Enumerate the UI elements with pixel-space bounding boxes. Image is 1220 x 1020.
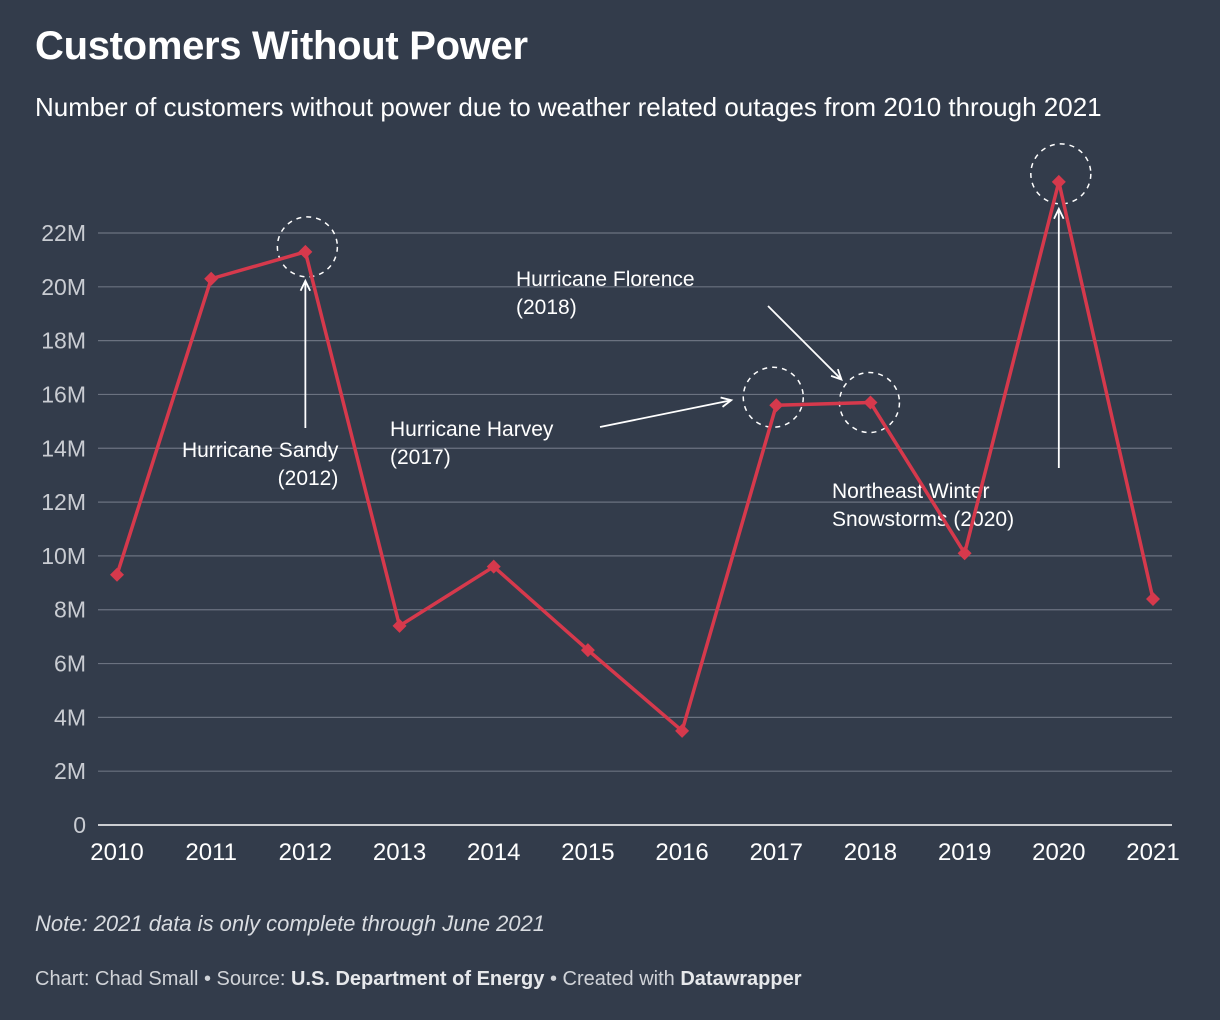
x-tick-label: 2015: [561, 839, 614, 866]
arrow-head: [830, 368, 843, 381]
x-axis-ticks: 2010 2011 2012 2013 2014 2015 2016 2017 2018 2019…: [90, 839, 1179, 866]
data-point-2017: [769, 398, 784, 413]
y-tick-label: 22M: [41, 220, 86, 246]
data-point-2012: [298, 244, 313, 259]
x-tick-label: 2021: [1126, 839, 1179, 866]
y-tick-label: 8M: [54, 597, 86, 623]
x-tick-label: 2018: [844, 839, 897, 866]
annotation-line: Hurricane Florence: [516, 268, 695, 291]
y-tick-label: 12M: [41, 489, 86, 515]
chart-subtitle: Number of customers without power due to…: [35, 92, 1102, 122]
chart-footer: Chart: Chad Small • Source: U.S. Departm…: [35, 968, 802, 991]
x-tick-label: 2013: [373, 839, 426, 866]
y-tick-label: 4M: [54, 704, 86, 730]
annotation-line: Hurricane Harvey: [390, 418, 554, 441]
annotation-label-sandy: Hurricane Sandy (2012): [182, 439, 339, 490]
x-tick-label: 2011: [185, 839, 237, 866]
footer-tool-link[interactable]: Datawrapper: [680, 968, 802, 990]
annotation-arrow-florence: [767, 305, 843, 381]
y-tick-label: 0: [73, 812, 86, 838]
annotation-line: Hurricane Sandy: [182, 439, 339, 462]
chart-title: Customers Without Power: [35, 24, 528, 68]
annotations: Hurricane Sandy (2012) Hurricane Harvey (20…: [182, 143, 1092, 531]
y-tick-label: 2M: [54, 758, 86, 784]
annotation-label-harvey: Hurricane Harvey (2017): [390, 418, 554, 469]
annotation-ring-sandy: [276, 216, 339, 278]
arrow-head: [720, 396, 734, 408]
y-axis-ticks: 0 2M 4M 6M 8M 10M 12M 14M 16M 18M 20M 22M: [41, 220, 86, 838]
x-tick-label: 2019: [938, 839, 991, 866]
data-point-2019: [957, 546, 972, 561]
data-point-2011: [204, 271, 219, 286]
x-tick-label: 2014: [467, 839, 520, 866]
series-layer: [110, 174, 1160, 738]
data-point-2013: [392, 618, 407, 633]
footer-credit: Chart: Chad Small • Source:: [35, 968, 291, 990]
x-tick-label: 2016: [655, 839, 708, 866]
x-tick-label: 2017: [750, 839, 803, 866]
footer-created-with: • Created with: [544, 968, 681, 990]
arrow-shaft: [767, 305, 843, 381]
annotation-line: Northeast Winter: [832, 480, 990, 503]
arrow-shaft: [599, 399, 732, 428]
y-tick-label: 6M: [54, 651, 86, 677]
data-point-2018: [863, 395, 878, 410]
annotation-arrow-harvey: [599, 396, 734, 428]
y-tick-label: 16M: [41, 381, 86, 407]
data-point-2020: [1051, 174, 1066, 189]
x-tick-label: 2010: [90, 839, 143, 866]
y-tick-label: 14M: [41, 435, 86, 461]
annotation-arrow-snowstorms: [1053, 206, 1065, 468]
annotation-ring-harvey: [742, 366, 805, 428]
data-point-2015: [580, 643, 595, 658]
arrow-head: [1053, 206, 1065, 220]
y-tick-label: 10M: [41, 543, 86, 569]
data-point-2021: [1146, 591, 1160, 606]
chart-note: Note: 2021 data is only complete through…: [35, 911, 546, 936]
annotation-ring-snowstorms: [1030, 143, 1092, 205]
annotation-line: (2018): [516, 296, 577, 319]
annotation-label-florence: Hurricane Florence (2018): [516, 268, 695, 319]
footer-source-link[interactable]: U.S. Department of Energy: [291, 968, 545, 990]
series-line: [115, 180, 1155, 733]
annotation-line: (2012): [278, 467, 339, 490]
y-tick-label: 20M: [41, 274, 86, 300]
data-point-2016: [675, 723, 690, 738]
x-tick-label: 2020: [1032, 839, 1085, 866]
arrow-head: [299, 278, 311, 292]
data-point-2010: [110, 567, 124, 582]
annotation-line: Snowstorms (2020): [832, 508, 1014, 531]
x-tick-label: 2012: [279, 839, 332, 866]
y-tick-label: 18M: [41, 328, 86, 354]
data-point-2014: [486, 559, 501, 574]
annotation-arrow-sandy: [299, 278, 311, 428]
annotation-line: (2017): [390, 446, 451, 469]
annotation-label-snowstorms: Northeast Winter Snowstorms (2020): [832, 480, 1014, 531]
